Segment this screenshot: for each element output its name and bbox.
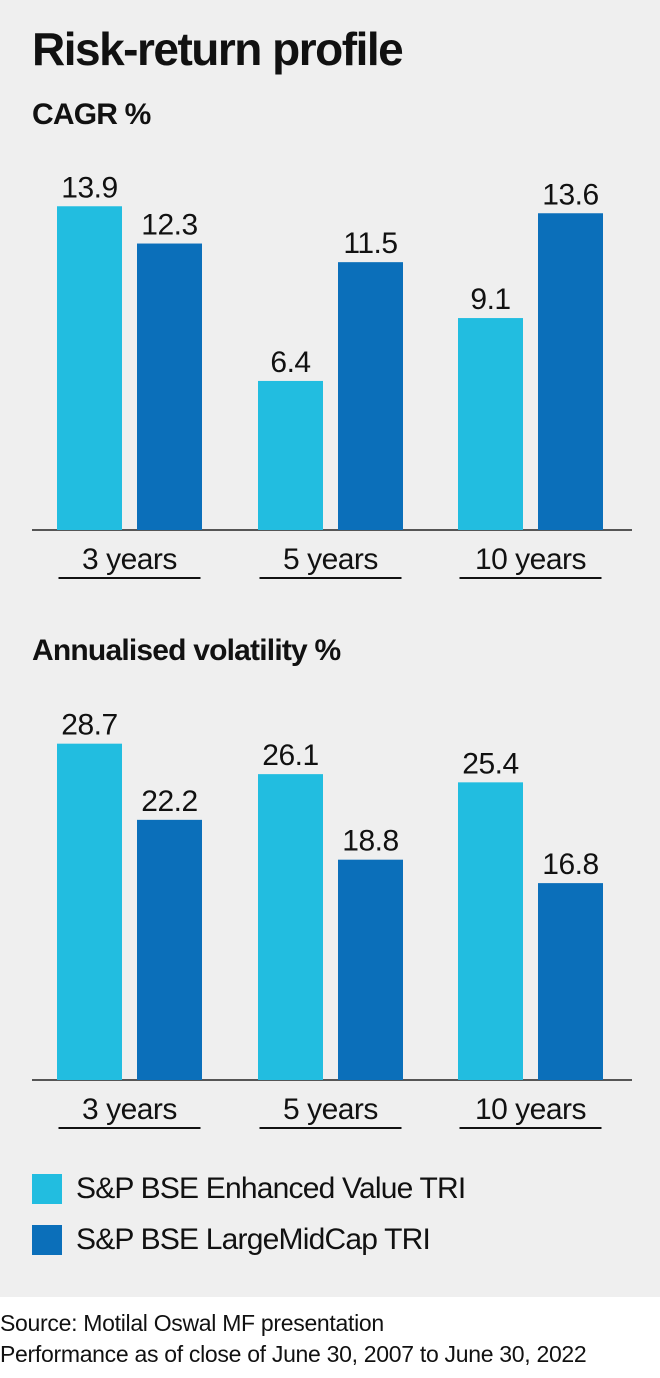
data-label-5-years-series-1: 26.1 — [262, 739, 318, 772]
legend-swatch-largemidcap — [32, 1225, 62, 1255]
category-label-10-years: 10 years — [475, 543, 586, 576]
data-label-3-years-series-1: 13.9 — [61, 171, 117, 204]
data-label-3-years-series-2: 12.3 — [141, 209, 197, 242]
source-note: Source: Motilal Oswal MF presentation Pe… — [0, 1308, 587, 1370]
legend: S&P BSE Enhanced Value TRI S&P BSE Large… — [32, 1172, 466, 1276]
data-label-5-years-series-2: 11.5 — [343, 227, 397, 260]
bar-3-years-series-1 — [57, 206, 122, 530]
category-label-3-years: 3 years — [82, 543, 177, 576]
data-label-10-years-series-1: 9.1 — [470, 283, 510, 316]
category-label-3-years: 3 years — [82, 1093, 177, 1126]
data-label-10-years-series-2: 13.6 — [542, 178, 598, 211]
category-label-5-years: 5 years — [283, 543, 378, 576]
bar-3-years-series-1 — [57, 743, 122, 1080]
data-label-10-years-series-1: 25.4 — [462, 747, 518, 780]
legend-swatch-enhanced-value — [32, 1174, 62, 1204]
data-label-5-years-series-1: 6.4 — [270, 346, 310, 379]
bar-3-years-series-2 — [137, 819, 202, 1080]
legend-label-enhanced-value: S&P BSE Enhanced Value TRI — [76, 1172, 466, 1205]
category-label-5-years: 5 years — [283, 1093, 378, 1126]
source-line: Source: Motilal Oswal MF presentation — [0, 1310, 384, 1336]
bar-5-years-series-2 — [338, 859, 403, 1080]
bar-5-years-series-2 — [338, 262, 403, 530]
bar-3-years-series-2 — [137, 243, 202, 530]
volatility-bar-chart: 28.7 22.2 3 years 26.1 18.8 5 years 25.4 16.8 10… — [32, 709, 632, 1129]
bar-5-years-series-1 — [258, 774, 323, 1080]
data-label-5-years-series-2: 18.8 — [342, 825, 398, 858]
performance-period-line: Performance as of close of June 30, 2007… — [0, 1341, 587, 1367]
data-label-3-years-series-1: 28.7 — [61, 709, 117, 742]
bar-10-years-series-1 — [458, 318, 523, 530]
bar-10-years-series-1 — [458, 782, 523, 1080]
bar-5-years-series-1 — [258, 380, 323, 530]
cagr-bar-chart: 13.9 12.3 3 years 6.4 11.5 5 years 9.1 13.6 10 y… — [32, 171, 632, 579]
legend-label-largemidcap: S&P BSE LargeMidCap TRI — [76, 1223, 431, 1256]
cagr-subtitle: CAGR % — [32, 98, 151, 131]
volatility-subtitle: Annualised volatility % — [32, 634, 341, 667]
bar-10-years-series-2 — [538, 883, 603, 1080]
chart-title: Risk-return profile — [32, 23, 404, 75]
legend-item-enhanced-value: S&P BSE Enhanced Value TRI — [32, 1172, 466, 1205]
category-label-10-years: 10 years — [475, 1093, 586, 1126]
bar-10-years-series-2 — [538, 213, 603, 530]
data-label-10-years-series-2: 16.8 — [542, 848, 598, 881]
infographic-panel: Risk-return profile CAGR % 13.9 12.3 3 yea… — [0, 0, 660, 1297]
data-label-3-years-series-2: 22.2 — [141, 785, 197, 818]
legend-item-largemidcap: S&P BSE LargeMidCap TRI — [32, 1223, 465, 1256]
